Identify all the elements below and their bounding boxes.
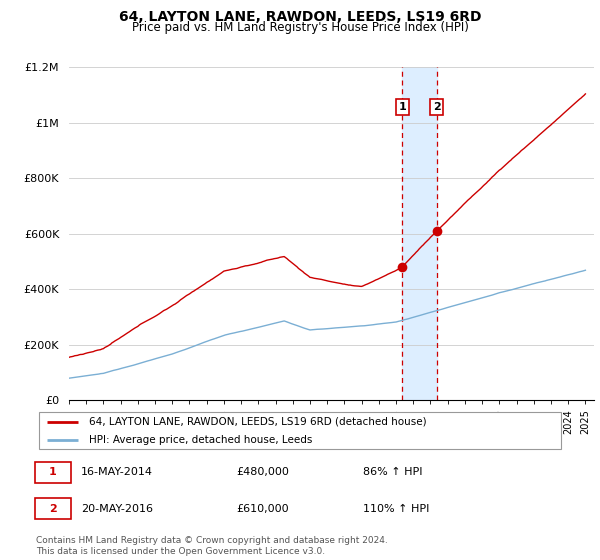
Text: 20-MAY-2016: 20-MAY-2016 <box>81 504 153 514</box>
FancyBboxPatch shape <box>35 462 71 483</box>
Text: 1: 1 <box>398 102 406 112</box>
Text: 86% ↑ HPI: 86% ↑ HPI <box>364 468 423 478</box>
FancyBboxPatch shape <box>35 498 71 519</box>
Text: 2: 2 <box>433 102 441 112</box>
Bar <box>403 67 437 400</box>
Text: Contains HM Land Registry data © Crown copyright and database right 2024.
This d: Contains HM Land Registry data © Crown c… <box>36 536 388 556</box>
Text: 64, LAYTON LANE, RAWDON, LEEDS, LS19 6RD: 64, LAYTON LANE, RAWDON, LEEDS, LS19 6RD <box>119 10 481 24</box>
Text: Price paid vs. HM Land Registry's House Price Index (HPI): Price paid vs. HM Land Registry's House … <box>131 21 469 34</box>
Text: 2: 2 <box>49 504 57 514</box>
Text: £480,000: £480,000 <box>236 468 290 478</box>
Text: HPI: Average price, detached house, Leeds: HPI: Average price, detached house, Leed… <box>89 435 312 445</box>
Text: 110% ↑ HPI: 110% ↑ HPI <box>364 504 430 514</box>
Text: 16-MAY-2014: 16-MAY-2014 <box>81 468 153 478</box>
Text: £610,000: £610,000 <box>236 504 289 514</box>
Text: 64, LAYTON LANE, RAWDON, LEEDS, LS19 6RD (detached house): 64, LAYTON LANE, RAWDON, LEEDS, LS19 6RD… <box>89 417 427 427</box>
FancyBboxPatch shape <box>38 413 562 449</box>
Text: 1: 1 <box>49 468 57 478</box>
